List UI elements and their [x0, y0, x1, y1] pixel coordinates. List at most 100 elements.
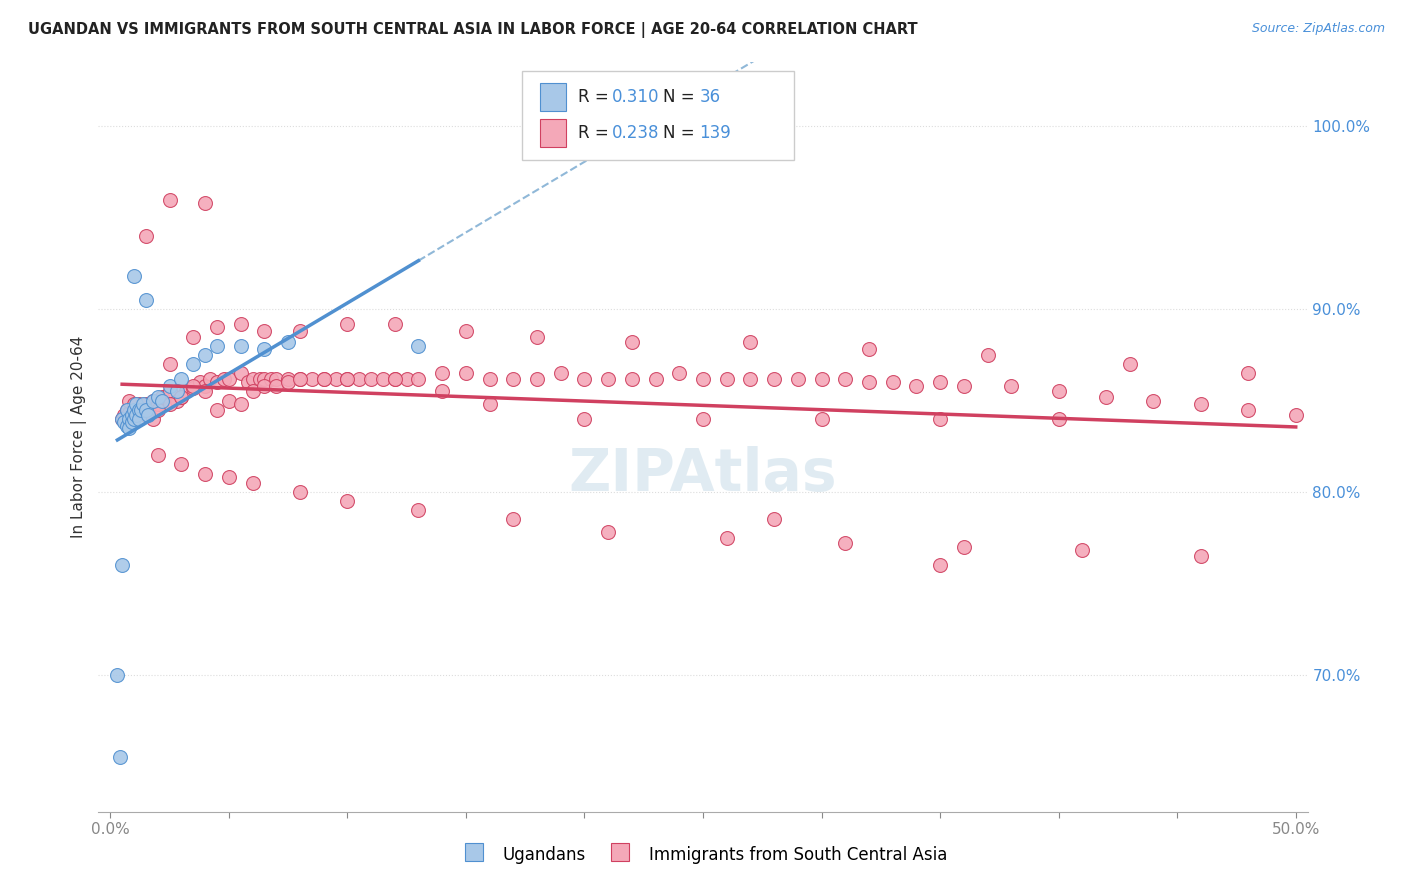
Point	[1000, 379, 1022, 393]
Point	[122, 402, 145, 417]
Point	[122, 402, 145, 417]
Point	[170, 390, 193, 404]
Point	[810, 412, 832, 426]
Point	[118, 412, 141, 426]
Point	[194, 384, 217, 399]
Point	[159, 193, 181, 207]
Point	[336, 494, 359, 508]
Point	[264, 379, 287, 393]
Text: Source: ZipAtlas.com: Source: ZipAtlas.com	[1251, 22, 1385, 36]
Point	[277, 334, 299, 349]
Point	[142, 393, 165, 408]
Point	[135, 397, 157, 411]
Point	[146, 402, 169, 417]
Point	[128, 402, 150, 417]
Point	[598, 525, 620, 540]
Point	[574, 412, 596, 426]
Point	[181, 357, 204, 371]
Point	[929, 412, 952, 426]
Point	[454, 366, 477, 380]
Point	[122, 412, 145, 426]
Point	[336, 371, 359, 385]
Point	[121, 412, 143, 426]
Point	[229, 339, 252, 353]
Point	[136, 406, 159, 420]
Point	[115, 402, 138, 417]
Point	[114, 416, 136, 430]
Point	[114, 408, 136, 422]
Text: N =: N =	[664, 88, 700, 106]
Point	[142, 393, 165, 408]
Point	[129, 402, 152, 417]
Point	[644, 371, 666, 385]
Point	[478, 397, 501, 411]
Point	[288, 324, 311, 338]
Point	[253, 379, 276, 393]
Point	[454, 324, 477, 338]
Point	[408, 339, 430, 353]
Point	[1047, 384, 1070, 399]
Point	[574, 371, 596, 385]
Point	[125, 408, 148, 422]
Point	[929, 558, 952, 572]
Point	[136, 408, 159, 422]
Point	[976, 348, 998, 362]
Point	[882, 376, 904, 390]
Text: 36: 36	[699, 88, 720, 106]
Point	[253, 371, 276, 385]
Point	[598, 371, 620, 385]
Point	[181, 381, 204, 395]
Point	[242, 371, 264, 385]
Point	[360, 371, 382, 385]
Point	[190, 376, 212, 390]
Point	[135, 293, 157, 307]
Point	[384, 371, 406, 385]
Point	[526, 329, 548, 343]
Point	[166, 393, 188, 408]
Point	[834, 371, 856, 385]
Point	[384, 371, 406, 385]
Point	[312, 371, 335, 385]
Point	[118, 421, 141, 435]
FancyBboxPatch shape	[522, 71, 793, 160]
Point	[384, 317, 406, 331]
Point	[194, 467, 217, 481]
Point	[132, 397, 155, 411]
Point	[692, 371, 714, 385]
Point	[740, 334, 762, 349]
Point	[205, 320, 228, 334]
Point	[1142, 393, 1164, 408]
Point	[1047, 412, 1070, 426]
Point	[526, 371, 548, 385]
Point	[336, 317, 359, 331]
Point	[810, 371, 832, 385]
Point	[371, 371, 394, 385]
Point	[952, 379, 974, 393]
Point	[432, 366, 454, 380]
Text: ZIPAtlas: ZIPAtlas	[568, 446, 838, 503]
Point	[205, 402, 228, 417]
Point	[716, 531, 738, 545]
Point	[395, 371, 418, 385]
Point	[111, 412, 134, 426]
Point	[288, 484, 311, 499]
Text: 139: 139	[699, 124, 731, 142]
Point	[111, 412, 134, 426]
Point	[181, 329, 204, 343]
Point	[129, 402, 152, 417]
Point	[194, 348, 217, 362]
Point	[952, 540, 974, 554]
Point	[128, 412, 150, 426]
Point	[125, 397, 148, 411]
Point	[108, 750, 131, 764]
Point	[111, 558, 134, 572]
Point	[1071, 543, 1094, 558]
Point	[620, 371, 643, 385]
Point	[135, 402, 157, 417]
Point	[432, 384, 454, 399]
Point	[253, 343, 276, 357]
Point	[218, 393, 240, 408]
Point	[264, 371, 287, 385]
Point	[194, 196, 217, 211]
Point	[181, 379, 204, 393]
